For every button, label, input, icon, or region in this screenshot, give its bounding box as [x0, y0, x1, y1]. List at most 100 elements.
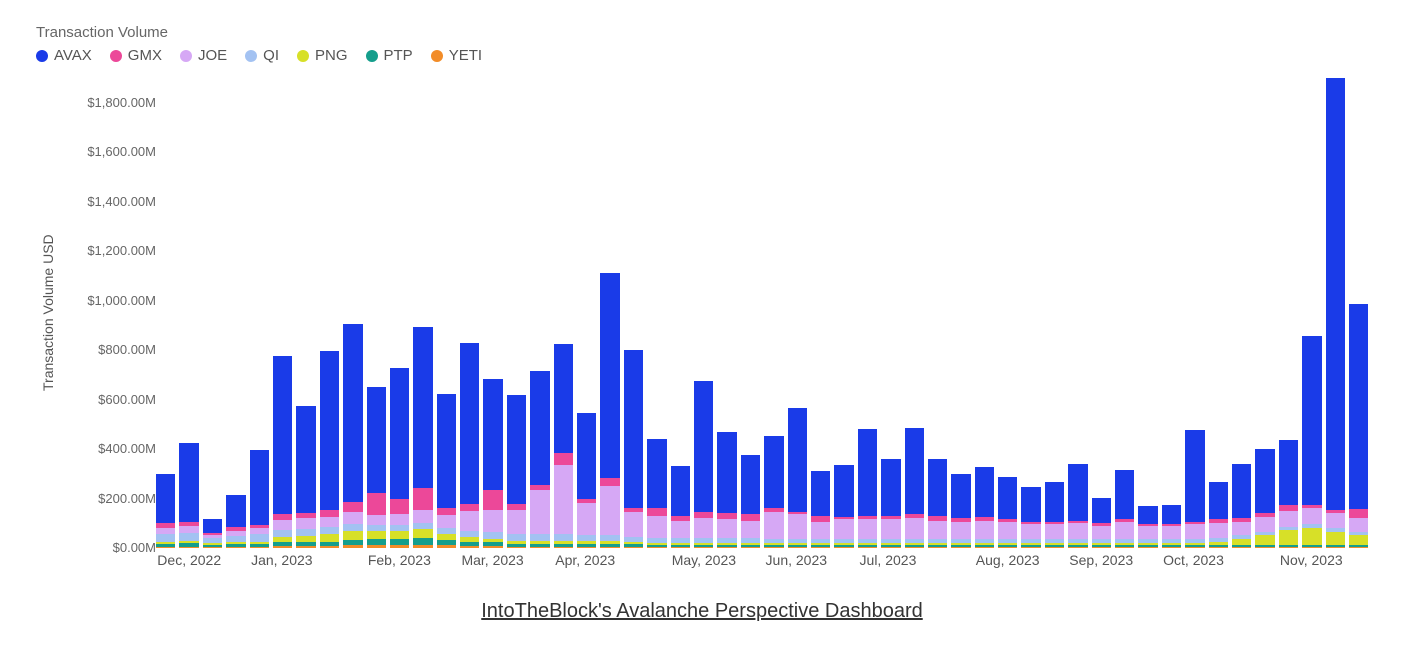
bar-segment-avax — [764, 436, 783, 508]
bar-segment-avax — [273, 356, 292, 514]
bar[interactable] — [1232, 78, 1251, 548]
bar[interactable] — [179, 78, 198, 548]
bar-segment-joe — [1185, 524, 1204, 539]
bar-segment-joe — [1232, 522, 1251, 536]
bar[interactable] — [1185, 78, 1204, 548]
legend-label: PTP — [384, 47, 413, 64]
bar-segment-avax — [367, 387, 386, 493]
bar[interactable] — [881, 78, 900, 548]
bar[interactable] — [600, 78, 619, 548]
bar[interactable] — [273, 78, 292, 548]
bar[interactable] — [811, 78, 830, 548]
bar-segment-qi — [343, 524, 362, 531]
bar[interactable] — [156, 78, 175, 548]
bar[interactable] — [1349, 78, 1368, 548]
bar[interactable] — [1209, 78, 1228, 548]
bar-segment-joe — [834, 519, 853, 539]
bar[interactable] — [1138, 78, 1157, 548]
bar-segment-gmx — [554, 453, 573, 465]
bar-segment-joe — [624, 512, 643, 537]
bar-segment-avax — [437, 394, 456, 508]
bar[interactable] — [1115, 78, 1134, 548]
bar[interactable] — [647, 78, 666, 548]
bar-segment-joe — [1255, 517, 1274, 532]
bar[interactable] — [554, 78, 573, 548]
bar[interactable] — [203, 78, 222, 548]
legend-swatch — [36, 50, 48, 62]
bar-segment-png — [1349, 535, 1368, 545]
bar-segment-gmx — [320, 510, 339, 517]
bar[interactable] — [788, 78, 807, 548]
bar[interactable] — [998, 78, 1017, 548]
chart-caption[interactable]: IntoTheBlock's Avalanche Perspective Das… — [481, 600, 922, 622]
bar-segment-joe — [507, 510, 526, 535]
bar[interactable] — [1068, 78, 1087, 548]
bar[interactable] — [741, 78, 760, 548]
bar-segment-avax — [1021, 487, 1040, 522]
legend-item-avax[interactable]: AVAX — [36, 47, 92, 64]
legend-label: JOE — [198, 47, 227, 64]
bar[interactable] — [530, 78, 549, 548]
bar[interactable] — [764, 78, 783, 548]
bar[interactable] — [1279, 78, 1298, 548]
bar-segment-avax — [600, 273, 619, 478]
bar[interactable] — [1092, 78, 1111, 548]
bar-segment-joe — [647, 516, 666, 538]
legend-item-yeti[interactable]: YETI — [431, 47, 482, 64]
legend-label: AVAX — [54, 47, 92, 64]
bar[interactable] — [671, 78, 690, 548]
bar[interactable] — [367, 78, 386, 548]
bar[interactable] — [483, 78, 502, 548]
bar[interactable] — [343, 78, 362, 548]
legend-item-gmx[interactable]: GMX — [110, 47, 162, 64]
bar[interactable] — [905, 78, 924, 548]
bar[interactable] — [1255, 78, 1274, 548]
bar-segment-joe — [858, 519, 877, 539]
x-tick: Dec, 2022 — [157, 552, 221, 568]
bar[interactable] — [250, 78, 269, 548]
legend-item-qi[interactable]: QI — [245, 47, 279, 64]
bar[interactable] — [296, 78, 315, 548]
legend-item-joe[interactable]: JOE — [180, 47, 227, 64]
bar-segment-joe — [367, 515, 386, 525]
bar-segment-joe — [881, 519, 900, 539]
bar[interactable] — [1021, 78, 1040, 548]
bar[interactable] — [507, 78, 526, 548]
bar[interactable] — [577, 78, 596, 548]
bar-segment-joe — [998, 522, 1017, 539]
bar[interactable] — [717, 78, 736, 548]
bar-segment-joe — [717, 519, 736, 538]
legend-item-png[interactable]: PNG — [297, 47, 348, 64]
bar[interactable] — [226, 78, 245, 548]
bar[interactable] — [858, 78, 877, 548]
bar[interactable] — [1302, 78, 1321, 548]
bar-segment-gmx — [647, 508, 666, 515]
bar-segment-gmx — [413, 488, 432, 510]
legend-item-ptp[interactable]: PTP — [366, 47, 413, 64]
bar[interactable] — [928, 78, 947, 548]
bar-segment-gmx — [367, 493, 386, 515]
bar[interactable] — [1326, 78, 1345, 548]
bar-segment-avax — [717, 432, 736, 514]
bar[interactable] — [951, 78, 970, 548]
bar-segment-avax — [811, 471, 830, 516]
bar[interactable] — [320, 78, 339, 548]
x-tick: Jul, 2023 — [860, 552, 917, 568]
bar[interactable] — [413, 78, 432, 548]
bar[interactable] — [834, 78, 853, 548]
bar-segment-avax — [507, 395, 526, 504]
bar[interactable] — [1162, 78, 1181, 548]
bar-segment-qi — [273, 530, 292, 537]
bar-segment-png — [320, 534, 339, 541]
bar[interactable] — [694, 78, 713, 548]
bar[interactable] — [1045, 78, 1064, 548]
bar[interactable] — [390, 78, 409, 548]
bar-segment-joe — [1068, 523, 1087, 539]
bar[interactable] — [437, 78, 456, 548]
bar[interactable] — [975, 78, 994, 548]
bar[interactable] — [624, 78, 643, 548]
bar-segment-joe — [437, 515, 456, 527]
chart-zone: Transaction Volume USD $1,800.00M$1,600.… — [36, 78, 1368, 548]
bar-segment-joe — [554, 465, 573, 534]
bar[interactable] — [460, 78, 479, 548]
